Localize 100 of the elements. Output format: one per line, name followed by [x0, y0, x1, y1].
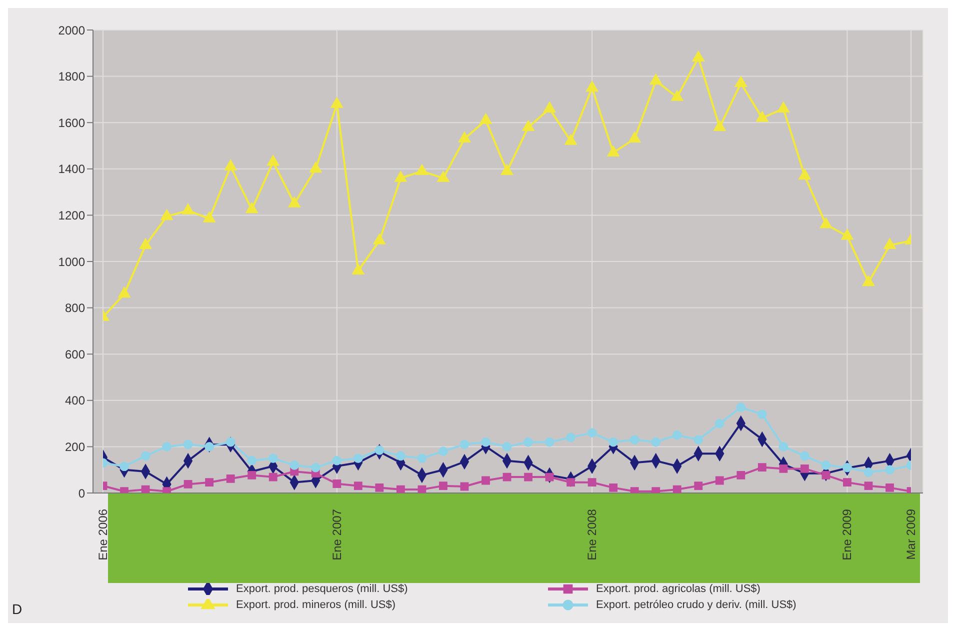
point — [798, 168, 811, 180]
point — [821, 460, 831, 470]
point — [224, 160, 237, 170]
point — [480, 113, 492, 124]
point — [843, 478, 852, 487]
point — [162, 442, 172, 452]
point — [502, 472, 512, 482]
point — [140, 451, 150, 461]
point — [543, 102, 556, 112]
text: D — [12, 601, 22, 617]
point — [205, 478, 214, 487]
point — [332, 456, 342, 466]
point — [268, 454, 278, 463]
point — [886, 483, 894, 492]
point — [481, 437, 490, 447]
point — [418, 485, 426, 493]
x-tick-label: Ene 2009 — [840, 508, 854, 560]
point — [394, 171, 407, 182]
point — [247, 456, 257, 466]
point — [566, 432, 576, 442]
point — [864, 482, 873, 490]
point — [375, 483, 384, 492]
point — [439, 482, 448, 490]
point — [290, 460, 300, 470]
point — [544, 437, 554, 447]
point — [672, 485, 682, 493]
point — [437, 171, 450, 182]
y-tick-label: 800 — [64, 301, 86, 316]
point — [694, 482, 703, 490]
point — [694, 435, 704, 444]
point — [715, 476, 724, 485]
point — [524, 472, 532, 482]
y-tick-label: 1600 — [58, 116, 86, 130]
point — [310, 462, 320, 472]
point — [628, 132, 641, 143]
point — [184, 480, 192, 488]
point — [884, 238, 896, 250]
point — [522, 120, 534, 131]
y-tick-label: 1000 — [58, 254, 86, 269]
point — [608, 437, 618, 447]
point — [864, 467, 874, 477]
point — [332, 480, 342, 488]
point — [141, 485, 150, 493]
point — [266, 154, 280, 166]
y-tick-label: 400 — [64, 394, 86, 408]
legend-label: Export. prod. agricolas (mill. US$) — [596, 583, 760, 595]
point — [841, 229, 854, 240]
point — [396, 485, 405, 493]
y-tick-label: 1400 — [58, 162, 86, 176]
point — [500, 164, 514, 175]
point — [502, 442, 512, 452]
point — [630, 435, 640, 444]
point — [352, 264, 364, 275]
point — [672, 430, 682, 440]
point — [885, 465, 894, 475]
point — [778, 442, 788, 452]
legend-label: Export. prod. pesqueros (mill. US$) — [236, 583, 408, 595]
y-tick-label: 0 — [78, 486, 86, 500]
point — [118, 286, 130, 298]
legend-label: Export. prod. mineros (mill. US$) — [236, 599, 396, 611]
point — [160, 209, 173, 220]
point — [777, 102, 790, 112]
point — [736, 470, 746, 480]
point — [588, 478, 596, 487]
point — [650, 74, 662, 85]
point — [564, 134, 577, 145]
point — [120, 462, 129, 472]
point — [354, 482, 362, 490]
point — [246, 202, 258, 214]
point — [670, 90, 684, 101]
point — [458, 132, 471, 143]
point — [609, 483, 618, 492]
y-tick-label: 1200 — [58, 208, 86, 222]
point — [203, 212, 216, 222]
point — [862, 275, 875, 286]
point — [460, 440, 470, 450]
point — [820, 217, 832, 228]
x-tick-label: Mar 2009 — [904, 508, 918, 560]
point — [651, 437, 661, 447]
point — [309, 162, 322, 173]
point — [374, 445, 384, 455]
point — [204, 442, 214, 452]
point — [353, 454, 363, 463]
point — [417, 454, 427, 463]
point — [800, 451, 810, 461]
point — [692, 50, 705, 62]
point — [226, 474, 235, 483]
x-tick-label: Ene 2008 — [585, 508, 600, 560]
point — [460, 482, 469, 491]
point — [842, 462, 852, 472]
x-tick-label: Ene 2007 — [330, 508, 344, 560]
point — [330, 97, 344, 108]
point — [226, 437, 236, 447]
legend-label: Export. petróleo crudo y deriv. (mill. US$) — [596, 599, 796, 611]
point — [288, 196, 301, 208]
point — [396, 451, 406, 461]
point — [587, 428, 597, 438]
y-tick-label: 600 — [64, 347, 86, 362]
point — [607, 146, 620, 156]
point — [482, 476, 490, 485]
